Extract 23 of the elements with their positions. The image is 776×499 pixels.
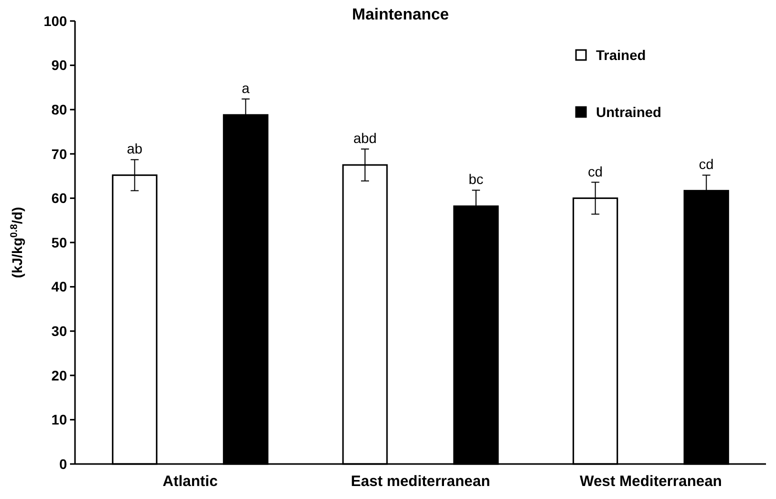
y-tick-label: 30 bbox=[51, 323, 68, 339]
annotation: cd bbox=[588, 163, 603, 180]
annotation: abd bbox=[353, 130, 377, 146]
legend-label: Trained bbox=[596, 46, 646, 63]
y-tick-label: 60 bbox=[51, 190, 68, 206]
legend-label: Untrained bbox=[596, 104, 662, 120]
y-tick-label: 70 bbox=[51, 146, 68, 162]
annotation: bc bbox=[468, 171, 484, 188]
annotation: ab bbox=[126, 140, 143, 157]
y-tick-label: 50 bbox=[51, 234, 68, 250]
y-tick-label: 40 bbox=[51, 278, 68, 295]
x-tick-label: Atlantic bbox=[162, 473, 218, 490]
annotation: a bbox=[242, 80, 250, 96]
x-tick-label: East mediterranean bbox=[350, 473, 490, 490]
y-tick-label: 90 bbox=[51, 57, 68, 74]
y-tick-label: 100 bbox=[44, 12, 68, 29]
y-tick-label: 0 bbox=[59, 456, 68, 472]
y-tick-label: 20 bbox=[51, 367, 68, 384]
y-tick-label: 80 bbox=[51, 102, 68, 118]
y-tick-label: 10 bbox=[51, 412, 68, 428]
annotation: cd bbox=[698, 156, 714, 172]
x-tick-label: West Mediterranean bbox=[580, 473, 722, 490]
chart-title: Maintenance bbox=[352, 6, 450, 24]
